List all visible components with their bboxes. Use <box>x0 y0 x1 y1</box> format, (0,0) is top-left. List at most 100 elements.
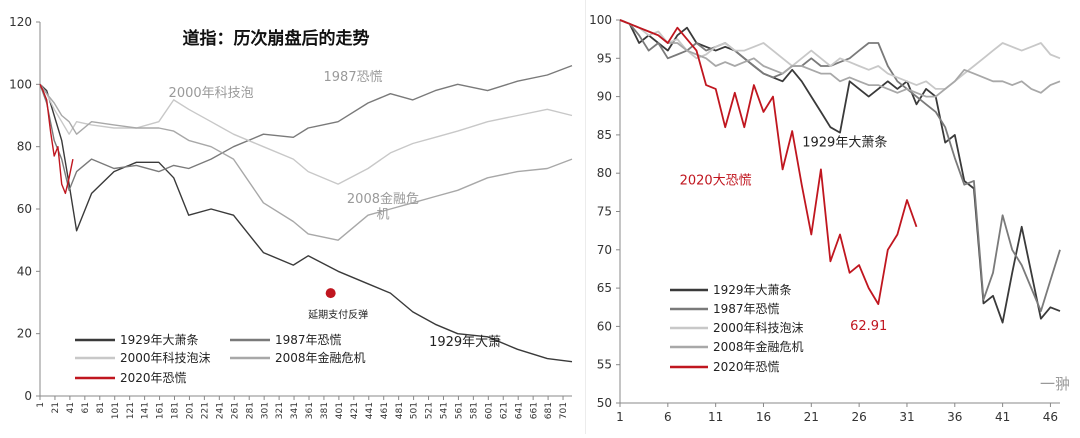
c0-x-tick-label: 81 <box>96 402 106 413</box>
c0-x-tick-label: 661 <box>529 402 539 419</box>
c0-x-tick-label: 161 <box>156 402 166 419</box>
c0-series-line-4 <box>39 83 74 195</box>
c1-annotation: 2020大恐慌 <box>680 174 752 189</box>
c1-series-line-4 <box>619 19 918 305</box>
c0-x-tick-label: 181 <box>171 402 181 419</box>
c0-x-tick-label: 361 <box>305 402 315 419</box>
c0-x-tick-label: 421 <box>350 402 360 419</box>
c1-annotation: 62.91 <box>850 319 887 334</box>
c0-y-tick-label: 120 <box>9 15 32 29</box>
c0-y-tick-label: 100 <box>9 77 32 91</box>
c1-y-tick-label: 95 <box>597 51 612 65</box>
c1-x-tick-label: 21 <box>804 410 819 424</box>
c0-x-tick-label: 301 <box>260 402 270 419</box>
c1-series-line-1 <box>619 19 1061 312</box>
c0-x-tick-label: 141 <box>141 402 151 419</box>
c0-x-tick-label: 241 <box>215 402 225 419</box>
c0-x-tick-label: 401 <box>335 402 345 419</box>
c0-x-tick-label: 521 <box>425 402 435 419</box>
left-chart: 0 20 40 60 80 100 120 1 21 41 61 81 101 121 141 161 181 2… <box>9 15 573 419</box>
c1-y-tick-label: 75 <box>597 205 612 219</box>
c1-x-tick-label: 11 <box>708 410 723 424</box>
c0-x-tick-label: 341 <box>290 402 300 419</box>
c0-rebound-marker <box>325 288 336 299</box>
c0-x-tick-label: 581 <box>470 402 480 419</box>
c0-x-tick-label: 21 <box>51 402 61 413</box>
c0-y-tick-label: 80 <box>17 140 32 154</box>
c1-x-tick-label: 41 <box>995 410 1010 424</box>
c0-x-tick-label: 201 <box>186 402 196 419</box>
panel-divider <box>585 0 586 434</box>
c0-x-tick-label: 61 <box>81 402 91 413</box>
c0-x-tick-label: 561 <box>455 402 465 419</box>
c0-x-tick-label: 381 <box>320 402 330 419</box>
c1-x-tick-label: 31 <box>899 410 914 424</box>
c0-legend-label: 2008年金融危机 <box>275 350 366 365</box>
c1-y-tick-label: 90 <box>597 90 612 104</box>
c0-x-tick-label: 261 <box>230 402 240 419</box>
c1-y-tick-label: 85 <box>597 128 612 142</box>
c0-annotation: 延期支付反弹 <box>308 308 368 321</box>
c0-x-tick-label: 281 <box>245 402 255 419</box>
c0-annotation: 机 <box>376 207 389 222</box>
c0-x-tick-label: 641 <box>514 402 524 419</box>
c0-x-tick-label: 441 <box>365 402 375 419</box>
c1-x-tick-label: 26 <box>851 410 866 424</box>
c1-legend-label: 1987年恐慌 <box>713 302 780 316</box>
c1-x-tick-label: 36 <box>947 410 962 424</box>
c0-x-tick-label: 101 <box>111 402 121 419</box>
c0-x-tick-label: 321 <box>275 402 285 419</box>
c0-y-tick-label: 0 <box>24 389 32 403</box>
c0-x-tick-label: 41 <box>66 402 76 413</box>
c0-y-tick-label: 40 <box>17 264 32 278</box>
c1-y-tick-label: 65 <box>597 281 612 295</box>
c1-y-tick-label: 100 <box>590 13 612 27</box>
c1-series-line-2 <box>619 19 1061 90</box>
right-chart: 50 55 60 65 70 75 80 85 90 95 100 1 6 11 16 21 26 31 36 41 4… <box>589 0 1080 434</box>
c1-annotation: 1929年大萧条 <box>802 134 887 150</box>
c1-x-tick-label: 1 <box>616 410 624 424</box>
c0-series-line-3 <box>39 83 573 241</box>
c0-x-tick-label: 121 <box>126 402 136 419</box>
c1-legend-label: 2000年科技泡沫 <box>713 321 804 335</box>
c0-y-tick-label: 20 <box>17 327 32 341</box>
c1-legend-label: 2008年金融危机 <box>713 339 804 354</box>
c0-x-tick-label: 221 <box>201 402 211 419</box>
c1-y-tick-label: 70 <box>597 243 612 257</box>
c0-legend-label: 1929年大萧条 <box>120 333 199 347</box>
c0-x-tick-label: 601 <box>484 402 494 419</box>
c0-annotation: 1987恐慌 <box>324 70 383 85</box>
c1-y-tick-label: 80 <box>597 166 612 180</box>
c1-y-tick-label: 60 <box>597 319 612 333</box>
c0-legend-label: 2020年恐慌 <box>120 371 187 385</box>
c1-y-tick-label: 55 <box>597 358 612 372</box>
c0-x-tick-label: 481 <box>395 402 405 419</box>
c0-y-tick-label: 60 <box>17 202 32 216</box>
c0-chart-title: 道指：历次崩盘后的走势 <box>183 28 370 49</box>
c0-series-line-0 <box>39 83 573 363</box>
c0-x-tick-label: 541 <box>440 402 450 419</box>
c0-legend-label: 1987年恐慌 <box>275 333 342 347</box>
c0-series-line-2 <box>39 83 573 185</box>
c0-x-tick-label: 461 <box>380 402 390 419</box>
c1-x-tick-label: 16 <box>756 410 771 424</box>
c1-legend-label: 2020年恐慌 <box>713 360 780 374</box>
c0-annotation: 1929年大萧 <box>429 335 501 350</box>
c0-annotation: 2000年科技泡 <box>169 86 254 101</box>
c0-x-tick-label: 501 <box>410 402 420 419</box>
c0-x-tick-label: 1 <box>36 402 46 408</box>
c1-series-line-3 <box>619 19 1061 98</box>
c0-x-tick-label: 701 <box>559 402 569 419</box>
c0-series-line-1 <box>39 64 573 191</box>
c1-x-tick-label: 46 <box>1043 410 1058 424</box>
c1-legend-label: 1929年大萧条 <box>713 283 792 297</box>
watermark: 一翀 <box>1039 375 1070 393</box>
c0-x-tick-label: 681 <box>544 402 554 419</box>
c0-legend-label: 2000年科技泡沫 <box>120 351 211 365</box>
c1-x-tick-label: 6 <box>664 410 672 424</box>
c0-annotation: 2008金融危 <box>347 191 419 207</box>
c1-y-tick-label: 50 <box>597 396 612 410</box>
c1-series-line-0 <box>619 19 1061 324</box>
